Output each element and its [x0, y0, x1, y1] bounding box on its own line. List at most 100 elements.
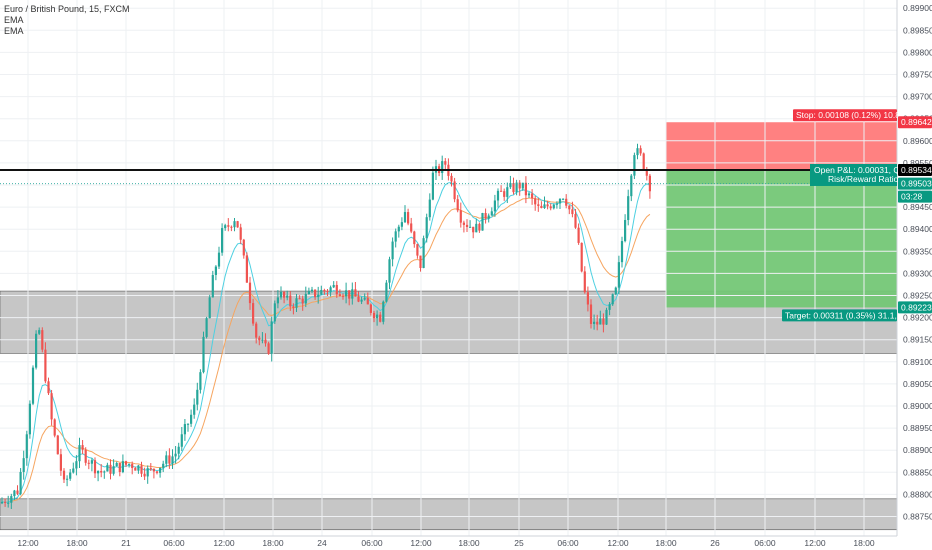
candle-body-173 — [537, 204, 540, 206]
candle-body-180 — [558, 198, 562, 204]
candle-body-132 — [410, 223, 413, 232]
candle-body-55 — [171, 456, 174, 464]
candle-body-199 — [617, 262, 620, 288]
candle-body-119 — [369, 304, 372, 313]
price-label-last: 0.89534 — [901, 165, 932, 175]
candle-body-77 — [239, 227, 242, 240]
horizontal-lines[interactable] — [0, 168, 897, 185]
candle-body-155 — [481, 213, 484, 231]
price-axis-bg — [897, 0, 932, 550]
price-tick-label: 0.89050 — [903, 379, 932, 389]
price-label-target-bg — [898, 301, 932, 314]
candle-body-206 — [639, 148, 642, 154]
candle-body-193 — [599, 318, 602, 325]
candle-body-2 — [7, 502, 10, 504]
price-tick-label: 0.89550 — [903, 158, 932, 168]
candle-body-204 — [633, 155, 636, 176]
candle-body-8 — [25, 434, 28, 459]
candle-body-101 — [314, 289, 317, 298]
time-tick-label: 18:00 — [262, 538, 284, 548]
time-tick-label: 06:00 — [163, 538, 185, 548]
candle-body-143 — [444, 161, 447, 165]
candle-body-53 — [165, 455, 168, 464]
time-tick-label: 12:00 — [804, 538, 826, 548]
time-tick-label: 06:00 — [361, 538, 383, 548]
ema-indicator-2[interactable]: EMA — [4, 26, 24, 36]
candle-body-97 — [301, 298, 304, 304]
candle-body-12 — [38, 330, 41, 334]
candle-body-28 — [87, 462, 90, 464]
candle-body-126 — [391, 241, 394, 260]
candle-body-104 — [323, 289, 326, 291]
stop-zone[interactable] — [666, 122, 897, 170]
price-tick-label: 0.89100 — [903, 357, 932, 367]
candle-body-118 — [366, 298, 369, 305]
candle-body-70 — [217, 252, 221, 267]
time-axis-bg — [0, 536, 932, 550]
candle-body-102 — [317, 294, 320, 298]
candle-body-114 — [354, 289, 357, 297]
candle-body-92 — [286, 295, 289, 298]
candle-body-106 — [329, 287, 332, 292]
candle-body-177 — [549, 206, 552, 209]
candle-body-161 — [500, 190, 503, 192]
candle-body-171 — [531, 193, 534, 199]
candle-body-107 — [332, 284, 335, 288]
candle-body-9 — [28, 403, 31, 435]
price-tick-label: 0.89600 — [903, 136, 932, 146]
candle-body-25 — [78, 445, 81, 462]
candle-body-11 — [35, 333, 38, 368]
candle-body-42 — [131, 463, 134, 469]
candle-body-78 — [242, 239, 245, 256]
time-tick-label: 18:00 — [655, 538, 677, 548]
candle-body-38 — [118, 462, 121, 473]
target-zone[interactable] — [666, 169, 897, 308]
candle-body-110 — [341, 295, 345, 297]
stop-label-bg — [793, 109, 897, 122]
candle-body-21 — [66, 478, 69, 480]
candle-body-120 — [372, 312, 376, 319]
candle-body-135 — [419, 255, 422, 268]
candle-body-166 — [515, 182, 518, 193]
candle-body-94 — [292, 306, 295, 308]
candle-body-36 — [112, 466, 115, 474]
time-tick-label: 06:00 — [754, 538, 776, 548]
candle-body-16 — [50, 393, 53, 420]
candle-body-69 — [214, 266, 217, 275]
price-tick-label: 0.89450 — [903, 202, 932, 212]
candle-body-163 — [506, 187, 509, 197]
symbol-title[interactable]: Euro / British Pound, 15, FXCM — [4, 4, 130, 14]
position-labels: Stop: 0.00108 (0.12%) 10.8 Open P&L: 0.00… — [782, 109, 932, 322]
candle-body-149 — [462, 222, 465, 225]
candle-body-24 — [75, 461, 78, 469]
candle-body-108 — [335, 284, 338, 295]
candle-body-148 — [459, 210, 462, 223]
candle-body-153 — [475, 223, 478, 233]
candle-body-27 — [84, 449, 87, 463]
candle-body-52 — [162, 463, 165, 468]
price-label-target: 0.89223 — [901, 302, 932, 312]
candle-body-34 — [106, 464, 109, 472]
ema-indicator-1[interactable]: EMA — [4, 15, 24, 25]
price-label-current: 0.89503 — [901, 179, 932, 189]
zone-1[interactable] — [0, 498, 898, 531]
candle-body-188 — [583, 271, 586, 293]
candle-body-194 — [602, 318, 605, 325]
candle-body-30 — [93, 460, 97, 474]
candle-body-138 — [428, 199, 431, 218]
short-position-tool[interactable] — [666, 122, 897, 308]
candle-body-179 — [555, 203, 558, 205]
candle-body-15 — [47, 381, 50, 394]
candle-body-89 — [276, 297, 279, 304]
candle-body-87 — [270, 321, 273, 354]
candle-body-83 — [258, 337, 261, 341]
candle-body-80 — [248, 282, 252, 304]
candle-body-46 — [143, 473, 146, 477]
candle-body-5 — [16, 490, 19, 494]
candle-body-95 — [295, 298, 298, 308]
candle-body-4 — [13, 490, 16, 497]
candle-body-112 — [348, 290, 351, 299]
candle-body-207 — [642, 153, 645, 170]
candle-body-57 — [177, 446, 180, 454]
